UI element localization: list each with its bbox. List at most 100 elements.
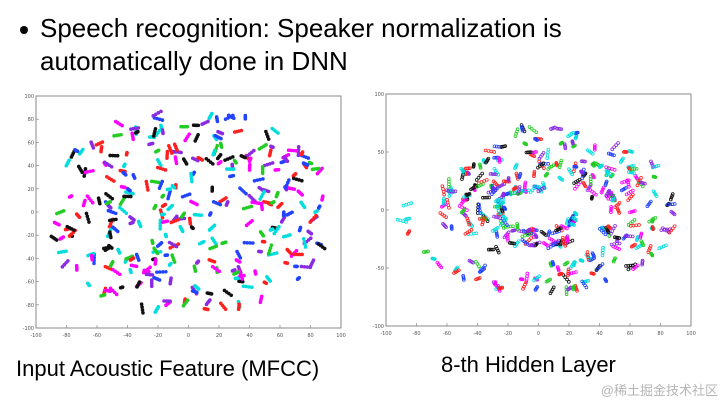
scatter-mark [258,294,264,305]
scatter-mark [272,224,281,236]
scatter-mark [650,225,655,232]
scatter-mark [518,277,525,282]
scatter-mark [492,280,498,286]
scatter-mark [590,162,596,168]
scatter-mark [530,150,538,155]
scatter-mark [524,271,530,284]
scatter-mark [121,170,128,177]
scatter-mark [228,173,236,179]
x-tick-label: 20 [216,333,222,339]
scatter-mark [136,219,143,229]
scatter-mark [139,302,145,315]
hidden-layer-scatter-svg: -100 -80 -60 -40 -20 0 20 40 60 80 100 100 50 0 -50 -10… [373,92,696,337]
scatter-mark [179,211,187,219]
scatter-mark [612,235,622,240]
scatter-mark [570,139,575,146]
scatter-mark [160,193,166,199]
scatter-mark [204,156,215,166]
scatter-mark [124,150,129,157]
scatter-mark [578,258,585,263]
scatter-mark [237,279,245,284]
scatter-mark [544,277,552,284]
y-tick-label: 100 [24,94,34,100]
scatter-mark [573,133,579,141]
scatter-mark [135,280,142,289]
scatter-mark [523,236,533,246]
bullet-dot-icon [20,26,28,34]
scatter-mark [474,171,485,182]
y-tick-label: -100 [23,326,34,332]
scatter-mark [562,260,570,267]
scatter-mark [238,186,248,196]
scatter-mark [571,215,578,222]
scatter-mark [474,259,483,271]
scatter-mark [559,224,569,231]
scatter-mark [183,132,192,143]
scatter-mark [128,267,133,275]
scatter-mark [85,194,95,205]
scatter-mark [586,148,595,156]
scatter-mark [118,205,129,216]
scatter-mark [158,218,163,231]
hidden-layer-scatter-plot: -100 -80 -60 -40 -20 0 20 40 60 80 100 100 50 0 -50 -10… [368,90,698,342]
scatter-mark [628,166,639,172]
scatter-mark [76,164,84,175]
scatter-mark [181,298,190,308]
scatter-mark [232,128,244,134]
scatter-mark [180,192,192,199]
scatter-mark [74,263,79,272]
scatter-mark [131,173,137,180]
scatter-mark [108,230,113,240]
scatter-mark [301,236,308,249]
scatter-mark [157,179,165,190]
scatter-mark [122,162,127,169]
scatter-mark [265,275,273,283]
scatter-mark [230,268,237,273]
y-tick-label: -40 [26,256,34,262]
scatter-mark [94,140,105,147]
scatter-mark [546,163,556,171]
scatter-mark [589,194,595,201]
plot-frame [35,95,342,329]
x-tick-label: 60 [627,331,633,337]
scatter-mark [155,165,168,172]
scatter-mark [609,241,622,247]
x-tick-label: -60 [93,333,101,339]
scatter-mark [194,259,201,265]
scatter-mark [223,155,235,162]
x-tick-label: 0 [537,331,540,337]
scatter-mark [494,244,501,255]
scatter-mark [571,143,577,149]
x-tick-label: 80 [307,333,313,339]
scatter-mark [520,232,533,239]
scatter-mark [151,109,163,118]
scatter-mark [299,150,305,157]
scatter-mark [160,128,165,136]
scatter-mark [618,156,625,164]
scatter-mark [208,244,219,251]
scatter-mark [561,235,565,246]
scatter-mark [134,252,141,262]
scatter-mark [519,125,525,133]
scatter-mark [49,234,59,242]
scatter-mark [202,306,210,312]
scatter-mark [170,253,177,264]
scatter-mark [492,155,500,160]
scatter-mark [156,157,163,168]
scatter-mark [405,229,412,236]
scatter-mark [84,211,91,224]
mfcc-scatter-plot: -100 -80 -60 -40 -20 0 20 40 60 80 100 100 80 60 40 20 0… [18,92,348,344]
x-tick-label: -60 [443,331,451,337]
scatter-mark [603,179,609,187]
y-tick-label: -50 [376,266,384,272]
scatter-mark [459,166,466,175]
scatter-mark [609,224,617,236]
scatter-mark [320,194,325,202]
scatter-mark [106,208,118,216]
scatter-mark [166,143,174,155]
scatter-mark [465,191,472,197]
scatter-mark [610,196,616,203]
scatter-mark [507,241,517,246]
scatter-mark [500,191,506,198]
scatter-mark [628,209,637,215]
